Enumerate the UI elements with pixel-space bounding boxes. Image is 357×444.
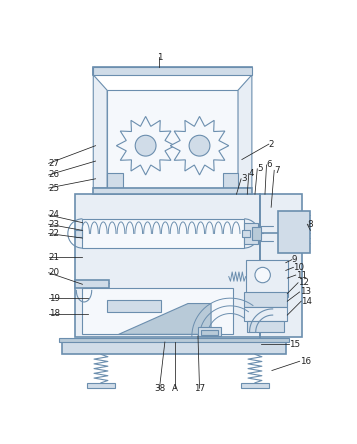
Bar <box>62 342 286 354</box>
Text: 2: 2 <box>269 140 274 149</box>
Bar <box>75 194 260 337</box>
Bar <box>244 292 287 307</box>
Polygon shape <box>116 116 175 175</box>
Text: 7: 7 <box>274 166 280 175</box>
Text: 18: 18 <box>49 309 60 318</box>
Polygon shape <box>93 67 252 75</box>
Polygon shape <box>170 116 229 175</box>
Bar <box>82 288 233 334</box>
Bar <box>82 219 244 248</box>
Text: 27: 27 <box>49 159 60 168</box>
Polygon shape <box>93 67 107 188</box>
Polygon shape <box>223 173 238 188</box>
Text: 15: 15 <box>289 340 300 349</box>
Text: 21: 21 <box>49 253 60 262</box>
Bar <box>93 188 252 194</box>
Text: 25: 25 <box>49 183 60 193</box>
Text: 24: 24 <box>49 210 60 219</box>
Bar <box>201 330 218 335</box>
Text: 12: 12 <box>298 278 309 287</box>
Text: 13: 13 <box>300 287 311 297</box>
Bar <box>278 211 310 254</box>
Bar <box>252 227 261 240</box>
Text: 17: 17 <box>194 384 205 393</box>
Bar <box>59 338 289 342</box>
Text: 8: 8 <box>307 220 313 229</box>
Text: 16: 16 <box>300 357 311 366</box>
Text: 20: 20 <box>49 268 60 277</box>
Bar <box>87 383 115 388</box>
Bar <box>107 300 161 312</box>
Bar <box>244 223 258 244</box>
Polygon shape <box>119 304 211 334</box>
Bar <box>93 67 252 75</box>
Text: 26: 26 <box>49 170 60 179</box>
Text: 19: 19 <box>49 293 60 303</box>
Text: 1: 1 <box>157 53 162 62</box>
Text: 14: 14 <box>301 297 312 306</box>
Bar <box>242 230 250 237</box>
Bar <box>246 260 288 297</box>
Polygon shape <box>238 67 252 188</box>
Text: 9: 9 <box>292 255 297 264</box>
Bar <box>75 230 82 237</box>
Circle shape <box>135 135 156 156</box>
Text: 6: 6 <box>267 160 272 170</box>
Polygon shape <box>107 173 122 188</box>
Text: 5: 5 <box>257 164 263 173</box>
Text: A: A <box>172 384 178 393</box>
Bar <box>198 327 221 336</box>
Circle shape <box>255 267 270 283</box>
Text: 23: 23 <box>49 220 60 229</box>
Bar <box>247 321 284 332</box>
Text: 3: 3 <box>241 174 247 183</box>
Bar <box>75 281 110 288</box>
Text: 11: 11 <box>296 270 307 280</box>
Text: 4: 4 <box>249 169 254 178</box>
Polygon shape <box>107 90 238 188</box>
Text: 22: 22 <box>49 229 60 238</box>
Bar <box>244 307 287 321</box>
Circle shape <box>189 135 210 156</box>
Text: 38: 38 <box>154 384 165 393</box>
Text: 10: 10 <box>293 263 305 272</box>
Bar <box>260 194 302 337</box>
Bar <box>241 383 269 388</box>
